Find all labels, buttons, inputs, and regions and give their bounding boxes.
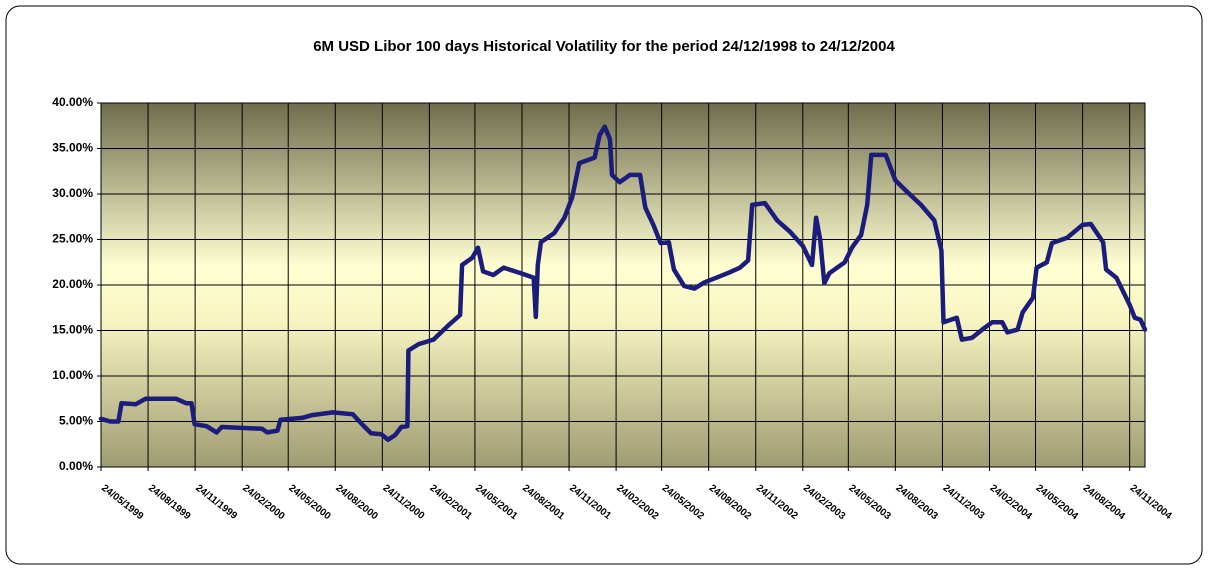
y-tick-label: 25.00% — [52, 232, 93, 246]
y-tick-label: 40.00% — [52, 95, 93, 109]
y-tick-label: 10.00% — [52, 368, 93, 382]
y-tick-label: 15.00% — [52, 323, 93, 337]
y-tick-label: 0.00% — [59, 459, 93, 473]
y-tick-label: 20.00% — [52, 277, 93, 291]
y-tick-label: 30.00% — [52, 186, 93, 200]
y-tick-label: 5.00% — [59, 414, 93, 428]
y-tick-label: 35.00% — [52, 141, 93, 155]
chart-title: 6M USD Libor 100 days Historical Volatil… — [313, 38, 895, 55]
plot-border — [100, 102, 1146, 468]
data-line — [98, 124, 1148, 442]
